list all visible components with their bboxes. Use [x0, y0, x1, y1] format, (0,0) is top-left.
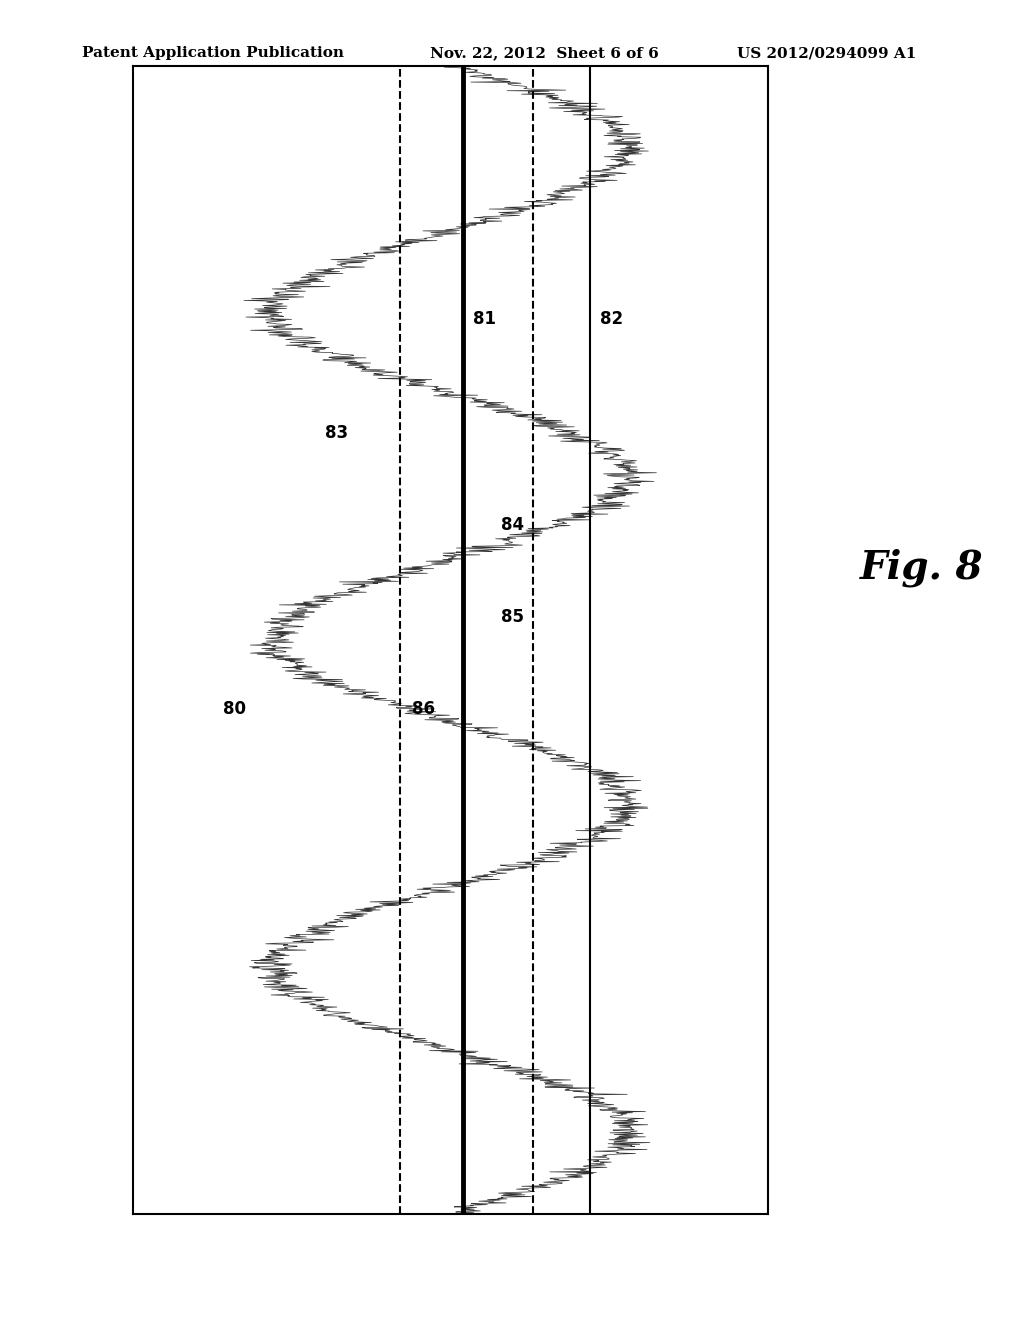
Text: 85: 85 — [502, 609, 524, 626]
Text: 83: 83 — [325, 425, 348, 442]
Text: Fig. 8: Fig. 8 — [860, 548, 984, 587]
Text: Nov. 22, 2012  Sheet 6 of 6: Nov. 22, 2012 Sheet 6 of 6 — [430, 46, 658, 61]
Text: 82: 82 — [600, 310, 623, 327]
Text: Patent Application Publication: Patent Application Publication — [82, 46, 344, 61]
Text: 81: 81 — [473, 310, 496, 327]
Text: 80: 80 — [223, 700, 246, 718]
Text: 84: 84 — [502, 516, 524, 535]
Text: US 2012/0294099 A1: US 2012/0294099 A1 — [737, 46, 916, 61]
Text: 86: 86 — [413, 700, 435, 718]
